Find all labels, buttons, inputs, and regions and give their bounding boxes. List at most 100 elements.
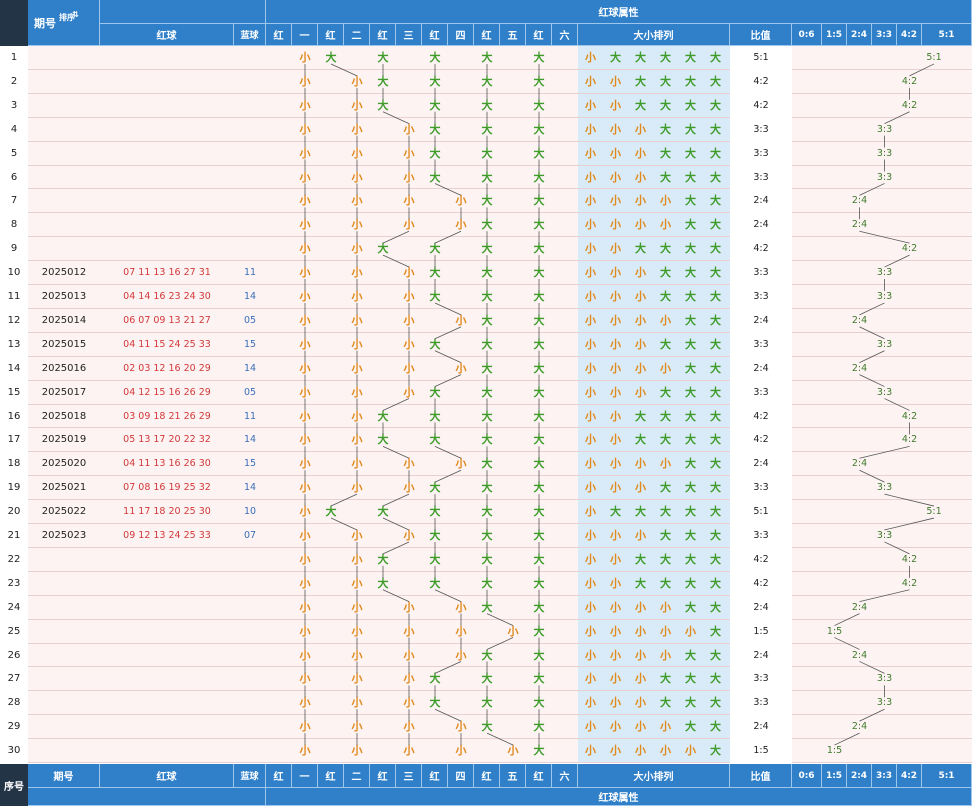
small-mark: 小 <box>403 744 415 758</box>
order-big: 大 <box>660 576 671 590</box>
order-big: 大 <box>685 696 696 710</box>
small-mark: 小 <box>299 51 311 64</box>
big-mark: 大 <box>533 290 545 303</box>
header-pos-4: 红 <box>370 24 396 46</box>
big-mark: 大 <box>429 266 441 280</box>
big-mark: 大 <box>533 409 545 423</box>
small-mark: 小 <box>351 696 363 710</box>
footer-ratio-col-4: 4:2 <box>897 764 922 788</box>
big-mark: 大 <box>533 744 545 758</box>
row-divider <box>0 523 972 524</box>
small-mark: 小 <box>351 290 363 303</box>
sort-icon[interactable]: ⇅ <box>72 10 79 19</box>
big-mark: 大 <box>325 51 337 64</box>
header-pos-6: 红 <box>422 24 448 46</box>
footer-ratio-col-3: 3:3 <box>872 764 897 788</box>
small-mark: 小 <box>299 313 311 327</box>
row-blue-ball: 14 <box>243 434 257 446</box>
row-period: 2025013 <box>41 291 87 302</box>
row-divider <box>0 642 972 644</box>
small-mark: 小 <box>299 744 311 758</box>
row-divider <box>0 690 972 692</box>
row-divider <box>0 738 972 740</box>
order-cell-bg <box>578 547 730 572</box>
ratio-mark: 3:3 <box>876 697 893 709</box>
small-mark: 小 <box>351 409 363 423</box>
order-small: 小 <box>585 290 596 303</box>
header-pos-8: 红 <box>474 24 500 46</box>
row-divider <box>0 164 972 166</box>
small-mark: 小 <box>351 337 363 351</box>
ratio-mark: 2:4 <box>851 721 868 733</box>
order-big: 大 <box>710 505 721 519</box>
order-small: 小 <box>585 122 596 136</box>
header-top-left-group <box>100 0 266 24</box>
row-period: 2025014 <box>41 314 87 326</box>
order-big: 大 <box>685 146 696 160</box>
big-mark: 大 <box>429 481 441 495</box>
order-big: 大 <box>710 600 721 614</box>
order-big: 大 <box>685 385 696 399</box>
order-cell-bg <box>578 141 730 166</box>
order-big: 大 <box>660 433 671 447</box>
ratio-mark: 3:3 <box>876 338 893 350</box>
order-small: 小 <box>585 576 596 590</box>
order-big: 大 <box>685 409 696 423</box>
order-cell-bg <box>578 261 730 285</box>
row-seq: 19 <box>0 476 28 501</box>
order-big: 大 <box>710 122 721 136</box>
red-balls-header: 红球 <box>100 24 234 46</box>
order-big: 大 <box>710 98 721 112</box>
row-blue-ball: 05 <box>243 314 257 326</box>
row-blue-ball: 10 <box>243 506 257 518</box>
small-mark: 小 <box>299 122 311 136</box>
order-cell-bg <box>578 117 730 142</box>
small-mark: 小 <box>403 361 415 375</box>
ratio-mark: 4:2 <box>901 434 918 446</box>
small-mark: 小 <box>403 624 415 638</box>
header-ratio-col-4: 4:2 <box>897 24 922 46</box>
ratio-mark: 4:2 <box>901 75 918 87</box>
order-small: 小 <box>610 409 621 423</box>
period-header[interactable]: 期号 ⇅ 排序 <box>28 0 100 46</box>
row-divider <box>0 188 972 190</box>
order-small: 小 <box>635 361 646 375</box>
row-divider <box>0 307 972 309</box>
big-mark: 大 <box>481 170 493 184</box>
big-mark: 大 <box>481 337 493 351</box>
big-mark: 大 <box>533 242 545 256</box>
order-small: 小 <box>610 313 621 327</box>
header-pos-7: 四 <box>448 24 474 46</box>
order-small: 小 <box>685 744 696 758</box>
small-mark: 小 <box>403 194 415 208</box>
small-mark: 小 <box>299 505 311 519</box>
small-mark: 小 <box>403 529 415 542</box>
small-mark: 小 <box>403 600 415 614</box>
order-small: 小 <box>585 409 596 423</box>
footer-ratio: 比值 <box>730 764 792 788</box>
small-mark: 小 <box>351 552 363 566</box>
row-ratio: 4:2 <box>730 428 792 453</box>
row-ratio: 3:3 <box>730 332 792 357</box>
order-cell-bg <box>578 452 730 477</box>
ratio-mark: 4:2 <box>901 553 918 565</box>
big-mark: 大 <box>533 552 545 566</box>
order-big: 大 <box>710 218 721 232</box>
small-mark: 小 <box>299 146 311 160</box>
order-small: 小 <box>585 552 596 566</box>
row-blue-ball: 07 <box>243 530 257 541</box>
row-red-balls: 04 14 16 23 24 30 <box>123 291 211 302</box>
row-seq: 8 <box>0 213 28 238</box>
order-big: 大 <box>685 457 696 471</box>
order-small: 小 <box>610 122 621 136</box>
order-big: 大 <box>660 552 671 566</box>
small-mark: 小 <box>403 146 415 160</box>
sort-label[interactable]: 排序 <box>59 13 75 22</box>
row-divider <box>0 68 972 70</box>
big-mark: 大 <box>533 361 545 375</box>
small-mark: 小 <box>403 313 415 327</box>
big-mark: 大 <box>429 170 441 184</box>
small-mark: 小 <box>351 529 363 542</box>
row-divider <box>0 427 972 429</box>
ratio-mark: 2:4 <box>851 362 868 374</box>
